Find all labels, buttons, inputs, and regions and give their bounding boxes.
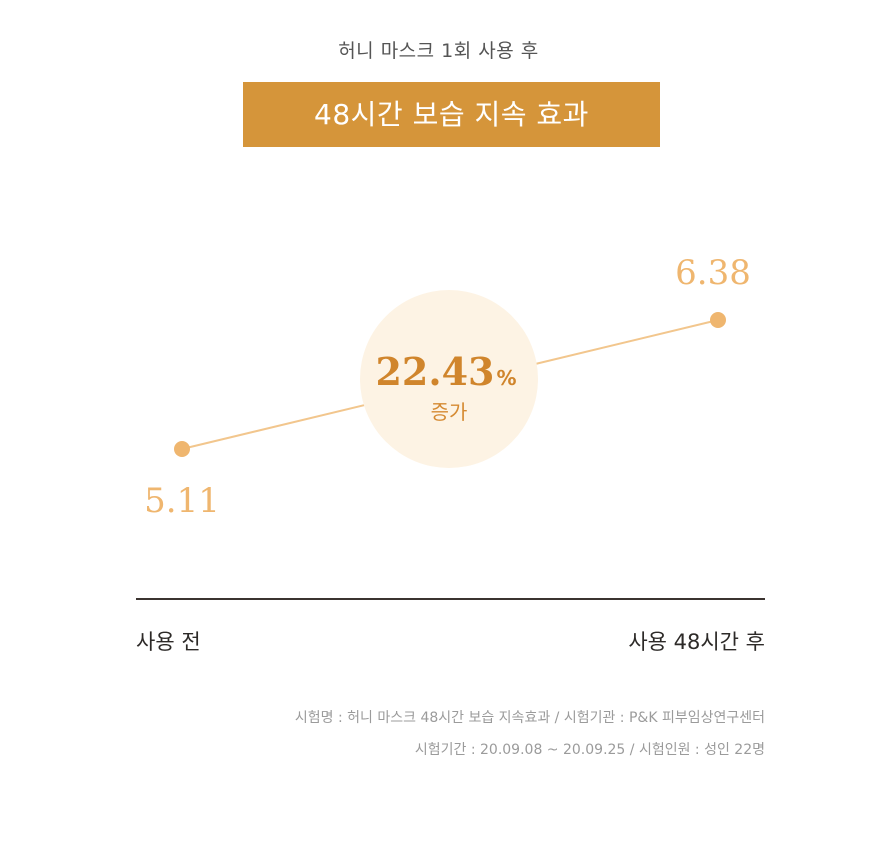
footnote-test-info: 시험명 : 허니 마스크 48시간 보습 지속효과 / 시험기관 : P&K 피… <box>294 710 765 726</box>
increase-value-text: 22.43% <box>375 349 516 394</box>
category-label-after: 사용 48시간 후 <box>628 630 765 654</box>
title-banner: 48시간 보습 지속 효과 <box>243 82 660 147</box>
value-label-after: 6.38 <box>675 253 751 293</box>
category-label-before: 사용 전 <box>136 630 201 654</box>
value-label-before: 5.11 <box>144 481 220 521</box>
subtitle: 허니 마스크 1회 사용 후 <box>338 40 539 62</box>
increase-badge-circle <box>360 290 538 468</box>
x-axis-line <box>136 598 765 600</box>
footnote-test-period: 시험기간 : 20.09.08 ~ 20.09.25 / 시험인원 : 성인 2… <box>414 742 765 758</box>
banner-title: 48시간 보습 지속 효과 <box>314 98 589 131</box>
increase-value: 22.43 <box>375 349 494 394</box>
increase-unit: % <box>496 366 516 390</box>
data-point-after <box>710 312 726 328</box>
increase-label: 증가 <box>431 400 468 424</box>
data-point-before <box>174 441 190 457</box>
